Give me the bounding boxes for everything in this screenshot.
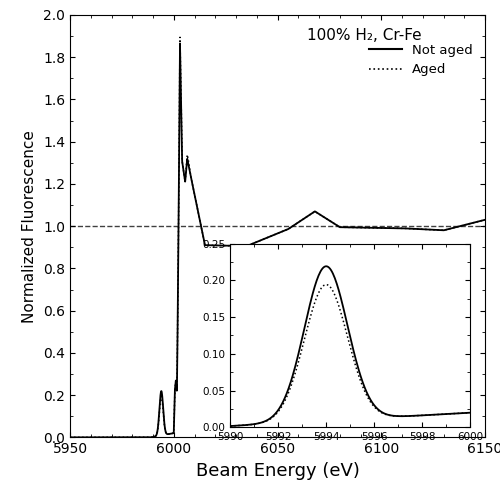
Aged: [316, 211, 322, 217]
Text: 100% H₂, Cr-Fe: 100% H₂, Cr-Fe: [306, 27, 421, 43]
Line: Aged: Aged: [70, 37, 485, 437]
Not aged: [177, 41, 183, 47]
X-axis label: Beam Energy (eV): Beam Energy (eV): [196, 462, 360, 480]
Not aged: [67, 434, 73, 440]
Aged: [177, 34, 183, 40]
Aged: [482, 217, 488, 223]
Aged: [142, 434, 148, 440]
Not aged: [408, 226, 414, 232]
Not aged: [376, 225, 382, 231]
Legend: Not aged, Aged: Not aged, Aged: [364, 38, 478, 82]
Y-axis label: Normalized Fluorescence: Normalized Fluorescence: [22, 130, 38, 323]
Not aged: [337, 224, 343, 230]
Line: Not aged: Not aged: [70, 44, 485, 437]
Aged: [67, 434, 73, 440]
Aged: [226, 243, 232, 248]
Aged: [408, 226, 414, 232]
Not aged: [142, 434, 148, 440]
Aged: [337, 224, 343, 230]
Aged: [376, 225, 382, 231]
Not aged: [482, 217, 488, 223]
Not aged: [316, 211, 322, 217]
Not aged: [226, 243, 232, 248]
